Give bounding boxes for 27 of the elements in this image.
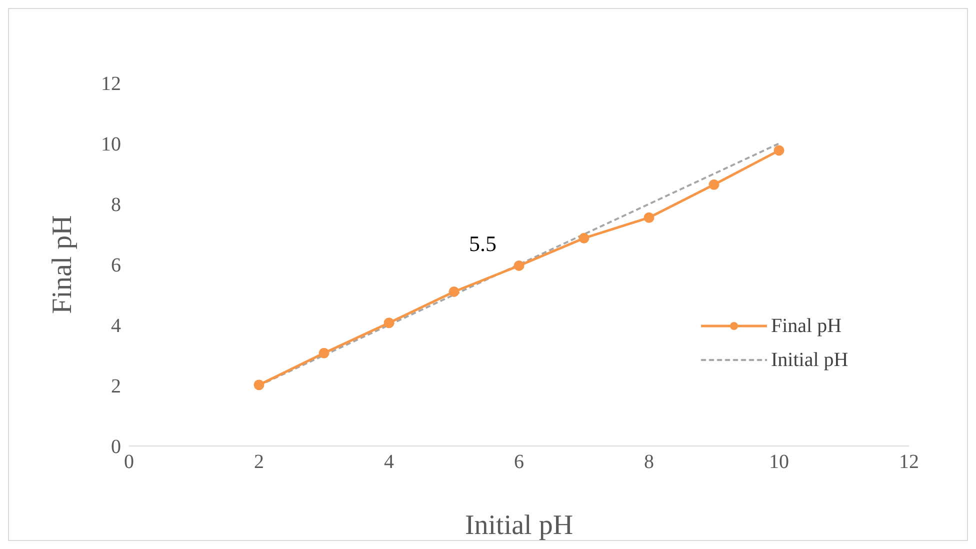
- point: [384, 318, 394, 328]
- legend-label: Initial pH: [771, 348, 848, 372]
- point: [708, 179, 720, 190]
- y-tick-label: 6: [111, 254, 121, 277]
- y-tick-label: 0: [111, 436, 121, 458]
- y-tick-label: 10: [101, 134, 121, 156]
- x-axis-title: Initial pH: [464, 510, 574, 541]
- point: [514, 260, 524, 271]
- y-axis-title: Final pH: [46, 215, 78, 314]
- point: [578, 232, 590, 244]
- annotation: 5.5: [469, 231, 496, 257]
- point: [254, 380, 264, 390]
- point: [774, 145, 784, 156]
- y-tick-label: 8: [111, 194, 121, 216]
- x-tick-label: 6: [514, 451, 524, 474]
- point: [448, 286, 460, 297]
- y-tick-label: 12: [101, 73, 121, 96]
- x-tick-label: 10: [769, 451, 789, 474]
- x-tick-label: 8: [644, 451, 654, 474]
- x-tick-label: 4: [384, 451, 394, 474]
- point: [644, 212, 654, 223]
- x-tick-label: 12: [899, 451, 919, 474]
- x-tick-label: 2: [254, 451, 264, 474]
- point: [318, 348, 330, 358]
- y-tick-label: 2: [111, 376, 121, 398]
- legend-label: Final pH: [771, 314, 842, 338]
- y-tick-label: 4: [111, 315, 121, 338]
